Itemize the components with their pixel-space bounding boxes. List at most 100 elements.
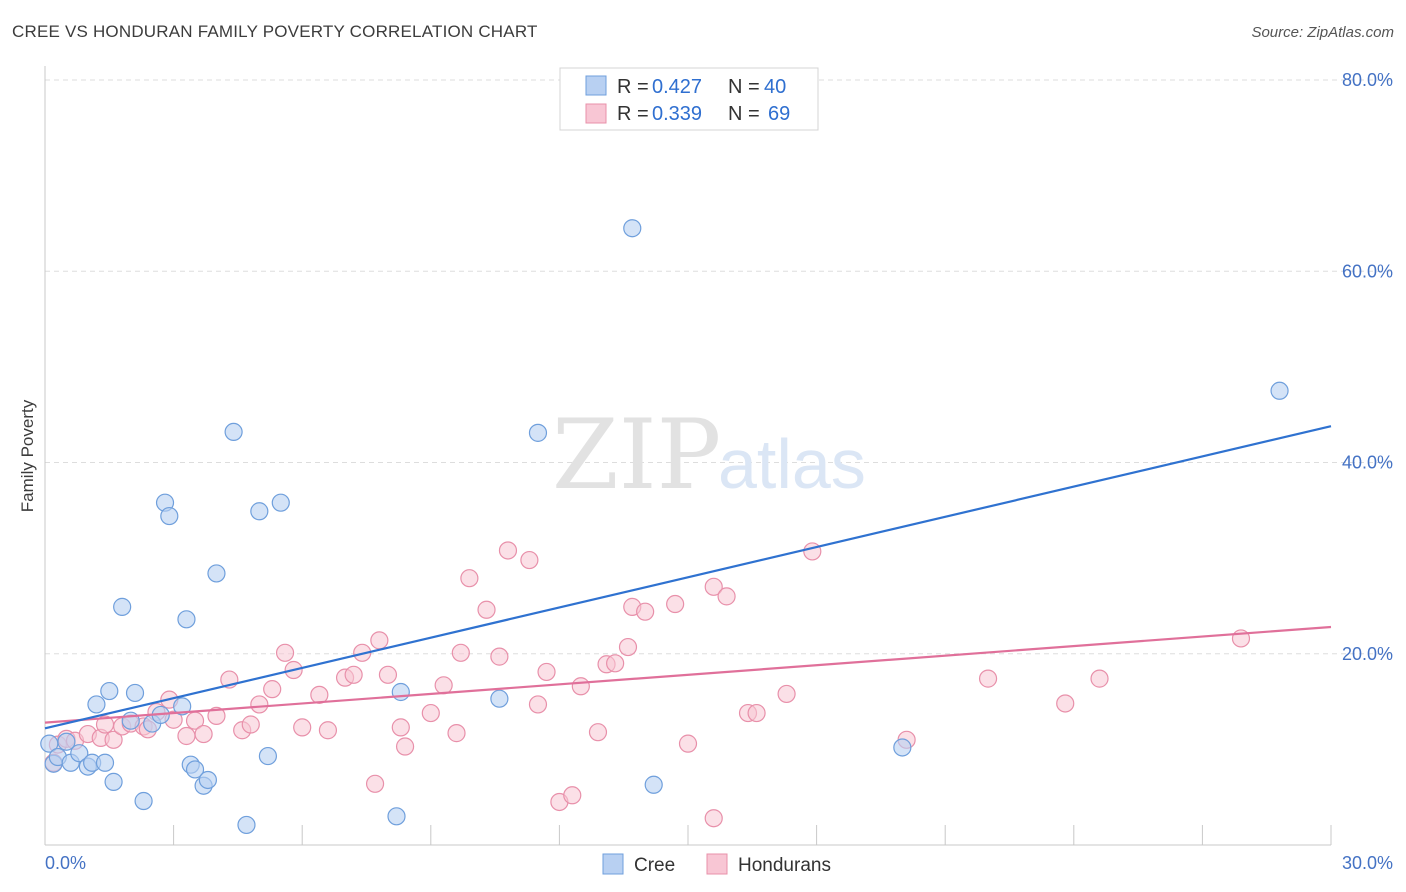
legend-r-value-cree: 0.427 xyxy=(652,76,702,98)
hondurans-point xyxy=(434,676,453,695)
cree-point xyxy=(893,738,912,757)
cree-point xyxy=(391,682,410,702)
hondurans-point xyxy=(498,541,518,560)
legend-n-label-hondurans: N = xyxy=(728,103,760,125)
hondurans-point xyxy=(451,643,470,662)
legend-r-label-hondurans: R = xyxy=(617,103,649,125)
cree-point xyxy=(95,753,115,772)
y-tick-label: 80.0% xyxy=(1342,70,1393,90)
legend-r-label-cree: R = xyxy=(617,76,649,98)
hondurans-point xyxy=(704,809,723,828)
hondurans-point xyxy=(1056,694,1075,713)
hondurans-point xyxy=(666,594,685,614)
legend-n-value-cree: 40 xyxy=(764,76,786,98)
cree-point xyxy=(173,697,192,716)
correlation-legend: R = 0.427 N = 40 R = 0.339 N = 69 xyxy=(559,67,819,131)
hondurans-point xyxy=(636,602,655,621)
hondurans-point xyxy=(803,542,822,561)
cree-point xyxy=(1270,381,1289,400)
cree-point xyxy=(134,791,153,811)
hondurans-point xyxy=(571,677,590,696)
watermark-zip: ZIP xyxy=(552,399,721,511)
hondurans-point xyxy=(378,665,398,684)
hondurans-point xyxy=(250,695,269,714)
cree-point xyxy=(623,219,642,238)
bottom-legend-label-hondurans: Hondurans xyxy=(738,855,831,876)
series-legend: Cree Hondurans xyxy=(602,853,831,876)
y-tick-label: 20.0% xyxy=(1342,644,1393,664)
hondurans-point xyxy=(537,662,556,682)
legend-n-label-cree: N = xyxy=(728,76,760,98)
hondurans-point xyxy=(618,637,638,657)
cree-point xyxy=(113,597,132,616)
cree-point xyxy=(87,695,106,714)
cree-point xyxy=(644,775,663,794)
hondurans-point xyxy=(563,786,582,805)
watermark: ZIP atlas xyxy=(552,399,866,511)
cree-point xyxy=(177,610,196,629)
cree-point xyxy=(70,744,89,763)
hondurans-point xyxy=(1090,669,1109,688)
hondurans-point xyxy=(391,718,410,737)
legend-r-value-hondurans: 0.339 xyxy=(652,103,702,125)
hondurans-point xyxy=(177,726,196,746)
hondurans-point xyxy=(490,647,509,666)
cree-point xyxy=(224,422,243,441)
hondurans-point xyxy=(588,723,608,742)
gridlines xyxy=(45,79,1393,655)
bottom-legend-swatch-cree xyxy=(602,853,624,875)
hondurans-trend-line xyxy=(44,625,1332,724)
cree-point xyxy=(198,770,217,790)
cree-point xyxy=(160,506,179,526)
hondurans-point xyxy=(293,718,312,737)
hondurans-point xyxy=(365,774,385,793)
cree-point xyxy=(387,807,406,826)
cree-point xyxy=(100,681,119,701)
hondurans-point xyxy=(344,665,363,684)
y-tick-label: 60.0% xyxy=(1342,261,1393,281)
hondurans-point xyxy=(678,734,698,753)
hondurans-point xyxy=(704,577,723,596)
cree-point xyxy=(125,683,145,703)
hondurans-point xyxy=(747,703,766,723)
cree-point xyxy=(258,746,278,766)
cree-trend-line xyxy=(44,425,1332,730)
watermark-atlas: atlas xyxy=(718,425,866,503)
x-tick-label-min: 0.0% xyxy=(45,853,86,873)
cree-point xyxy=(185,760,205,779)
legend-swatch-hondurans xyxy=(585,103,607,124)
hondurans-point xyxy=(104,730,123,749)
hondurans-point xyxy=(421,703,440,723)
y-axis-tick-labels: 20.0% 40.0% 60.0% 80.0% xyxy=(1342,70,1393,664)
cree-point xyxy=(271,493,290,512)
cree-points xyxy=(40,219,1289,835)
cree-point xyxy=(250,502,269,521)
cree-point xyxy=(237,815,256,835)
hondurans-point xyxy=(528,695,548,714)
hondurans-point xyxy=(194,724,213,744)
hondurans-point xyxy=(717,587,736,606)
y-tick-label: 40.0% xyxy=(1342,453,1393,473)
hondurans-point xyxy=(460,569,479,588)
cree-point xyxy=(528,423,548,442)
cree-point xyxy=(104,772,123,791)
hondurans-point xyxy=(477,600,496,619)
hondurans-point xyxy=(370,631,389,650)
hondurans-point xyxy=(275,643,295,662)
x-axis-ticks xyxy=(173,825,1332,845)
chart-title: CREE VS HONDURAN FAMILY POVERTY CORRELAT… xyxy=(12,22,538,41)
cree-point xyxy=(490,689,509,708)
source-label: Source: ZipAtlas.com xyxy=(1251,24,1394,41)
bottom-legend-swatch-hondurans xyxy=(706,853,728,875)
legend-n-value-hondurans: 69 xyxy=(768,103,790,125)
hondurans-point xyxy=(777,684,796,704)
cree-point xyxy=(207,564,226,583)
hondurans-point xyxy=(241,715,260,734)
hondurans-point xyxy=(606,654,625,673)
x-tick-label-max: 30.0% xyxy=(1342,853,1393,873)
legend-swatch-cree xyxy=(585,75,607,96)
cree-point xyxy=(57,732,76,751)
hondurans-point xyxy=(520,550,539,570)
hondurans-point xyxy=(263,680,282,699)
